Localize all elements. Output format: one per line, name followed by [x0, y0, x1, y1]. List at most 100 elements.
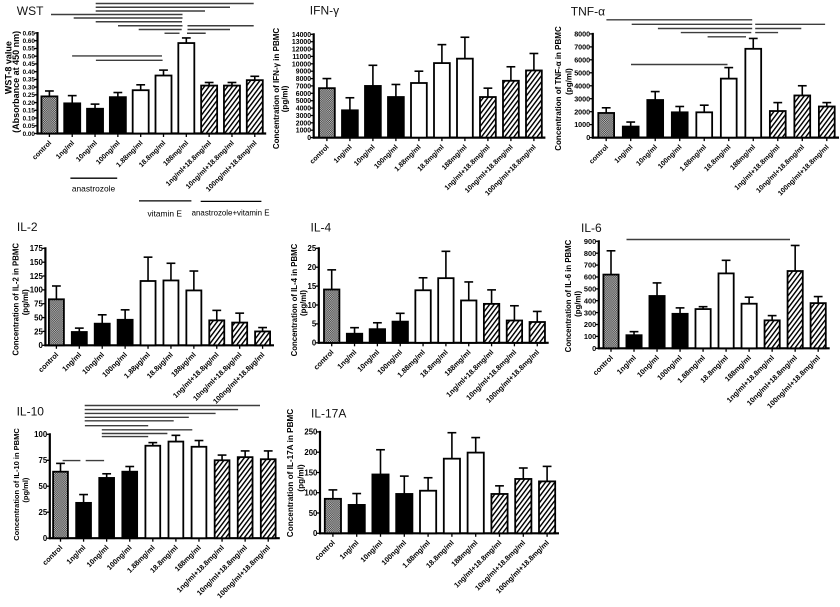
svg-text:200: 200: [304, 448, 318, 457]
svg-text:2000: 2000: [296, 120, 311, 127]
svg-text:0: 0: [312, 339, 317, 348]
svg-text:0.10: 0.10: [23, 115, 36, 122]
svg-text:2000: 2000: [574, 107, 590, 116]
svg-text:25: 25: [308, 244, 317, 253]
svg-text:IL-17A: IL-17A: [311, 407, 346, 421]
svg-text:0: 0: [586, 133, 590, 142]
svg-text:IL-10: IL-10: [17, 405, 45, 419]
svg-text:13000: 13000: [292, 39, 311, 46]
svg-text:0.65: 0.65: [23, 30, 36, 37]
svg-text:(pg/ml): (pg/ml): [299, 290, 308, 316]
svg-text:14000: 14000: [292, 32, 311, 39]
svg-text:0: 0: [38, 341, 43, 350]
svg-text:10: 10: [308, 301, 317, 310]
svg-text:anastrozole+vitamin E: anastrozole+vitamin E: [192, 209, 270, 218]
svg-text:0: 0: [592, 344, 596, 353]
svg-text:5: 5: [312, 320, 317, 329]
svg-text:(Absorbance at 450 nm): (Absorbance at 450 nm): [11, 31, 21, 133]
svg-text:Concentration of TNF-α in PBMC: Concentration of TNF-α in PBMC: [554, 26, 563, 151]
svg-text:75: 75: [39, 456, 48, 465]
svg-text:TNF-α: TNF-α: [571, 4, 605, 18]
svg-text:(pg/ml): (pg/ml): [280, 85, 289, 112]
svg-text:anastrozole: anastrozole: [72, 184, 116, 194]
svg-text:100: 100: [584, 332, 596, 341]
svg-text:IFN-γ: IFN-γ: [310, 4, 339, 18]
svg-text:100: 100: [30, 286, 44, 295]
svg-text:8000: 8000: [574, 30, 590, 39]
svg-text:0.30: 0.30: [23, 84, 36, 91]
svg-text:0.00: 0.00: [23, 131, 36, 138]
svg-text:0.50: 0.50: [23, 54, 36, 61]
svg-text:Concentration of IL-6 in PBMC: Concentration of IL-6 in PBMC: [564, 239, 573, 352]
svg-text:7000: 7000: [574, 43, 590, 52]
svg-text:4000: 4000: [574, 81, 590, 90]
svg-text:1000: 1000: [296, 128, 311, 135]
svg-text:50: 50: [34, 313, 43, 322]
svg-text:500: 500: [584, 285, 596, 294]
svg-text:(pg/ml): (pg/ml): [297, 464, 306, 492]
svg-text:11000: 11000: [292, 54, 311, 61]
svg-text:6000: 6000: [296, 91, 311, 98]
svg-text:IL-6: IL-6: [581, 221, 602, 235]
svg-text:IL-2: IL-2: [17, 220, 38, 234]
svg-text:0: 0: [43, 534, 48, 543]
svg-text:(pg/ml): (pg/ml): [21, 289, 30, 315]
svg-text:0.60: 0.60: [23, 38, 36, 45]
svg-text:150: 150: [30, 258, 44, 267]
svg-text:Concentration of IFN-γ in PBMC: Concentration of IFN-γ in PBMC: [272, 28, 281, 150]
svg-text:6000: 6000: [574, 55, 590, 64]
svg-text:50: 50: [309, 509, 318, 518]
svg-text:3000: 3000: [296, 113, 311, 120]
svg-text:100: 100: [304, 489, 318, 498]
svg-text:100: 100: [34, 430, 48, 439]
svg-text:vitamin E: vitamin E: [147, 209, 182, 219]
svg-text:IL-4: IL-4: [311, 221, 332, 235]
svg-text:1000: 1000: [574, 120, 590, 129]
svg-text:800: 800: [584, 249, 596, 258]
svg-text:7000: 7000: [296, 83, 311, 90]
svg-text:5000: 5000: [296, 98, 311, 105]
svg-text:0.55: 0.55: [23, 46, 36, 53]
svg-text:25: 25: [34, 327, 43, 336]
svg-text:3000: 3000: [574, 94, 590, 103]
svg-text:0.25: 0.25: [23, 92, 36, 99]
svg-text:4000: 4000: [296, 106, 311, 113]
svg-text:Concentration of IL-4 in PBMC: Concentration of IL-4 in PBMC: [290, 243, 299, 356]
svg-text:20: 20: [308, 263, 317, 272]
svg-text:600: 600: [584, 273, 596, 282]
svg-text:Concentration of IL-2 in PBMC: Concentration of IL-2 in PBMC: [11, 243, 20, 356]
svg-text:0.40: 0.40: [23, 69, 36, 76]
svg-text:12000: 12000: [292, 47, 311, 54]
svg-text:0.20: 0.20: [23, 100, 36, 107]
svg-text:9000: 9000: [296, 69, 311, 76]
svg-text:25: 25: [39, 508, 48, 517]
svg-text:WST-8 value: WST-8 value: [4, 41, 14, 94]
svg-text:175: 175: [30, 244, 44, 253]
svg-text:0.05: 0.05: [23, 123, 36, 130]
svg-text:200: 200: [584, 320, 596, 329]
svg-text:400: 400: [584, 296, 596, 305]
svg-text:125: 125: [30, 272, 44, 281]
svg-text:8000: 8000: [296, 76, 311, 83]
svg-text:(pg/ml): (pg/ml): [574, 291, 583, 317]
svg-text:0: 0: [307, 135, 311, 142]
svg-text:(pg/ml): (pg/ml): [21, 477, 30, 502]
svg-text:(pg/ml): (pg/ml): [564, 68, 573, 95]
svg-text:75: 75: [34, 300, 43, 309]
svg-text:700: 700: [584, 261, 596, 270]
svg-text:10000: 10000: [292, 61, 311, 68]
svg-text:WST: WST: [17, 4, 44, 18]
svg-text:Concentration of IL-10 in PBMC: Concentration of IL-10 in PBMC: [12, 428, 21, 541]
svg-text:5000: 5000: [574, 68, 590, 77]
svg-text:15: 15: [308, 282, 317, 291]
svg-text:0.45: 0.45: [23, 61, 36, 68]
svg-text:50: 50: [39, 482, 48, 491]
svg-text:300: 300: [584, 308, 596, 317]
svg-text:0.35: 0.35: [23, 77, 36, 84]
svg-text:0: 0: [313, 529, 318, 538]
svg-text:0.15: 0.15: [23, 108, 36, 115]
svg-text:Concentration of IL-17A in PBM: Concentration of IL-17A in PBMC: [286, 409, 295, 538]
svg-text:900: 900: [584, 237, 596, 246]
svg-text:150: 150: [304, 468, 318, 477]
svg-text:250: 250: [304, 428, 318, 437]
